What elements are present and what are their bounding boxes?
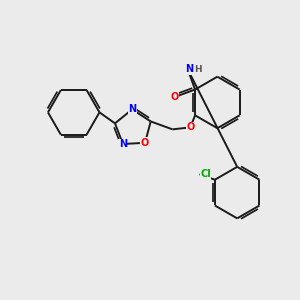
- Text: Cl: Cl: [200, 169, 211, 179]
- Text: O: O: [141, 138, 149, 148]
- Text: N: N: [185, 64, 194, 74]
- Text: N: N: [119, 139, 127, 149]
- Text: N: N: [128, 104, 136, 114]
- Text: O: O: [186, 122, 194, 132]
- Text: O: O: [170, 92, 179, 102]
- Text: H: H: [194, 64, 201, 74]
